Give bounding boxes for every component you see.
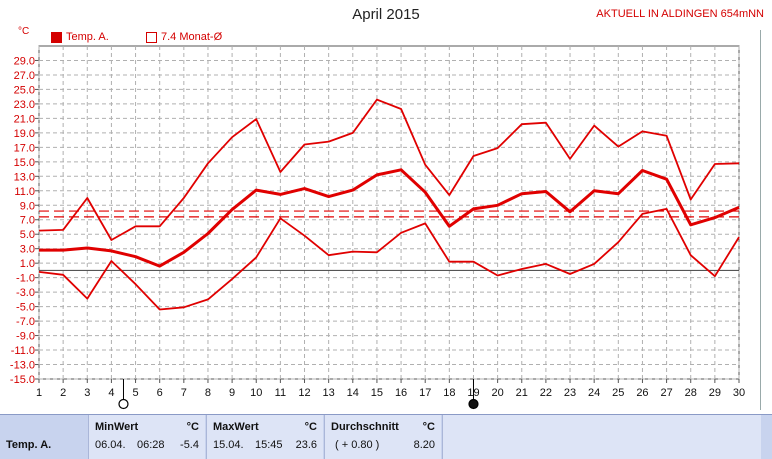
stats-avg-cell: Durchschnitt °C ( + 0.80 ) 8.20	[324, 415, 441, 459]
stats-avg-value: 8.20	[413, 439, 435, 451]
stats-max-cell: MaxWert °C 15.04. 15:45 23.6	[206, 415, 323, 459]
y-tick-label: -11.0	[11, 345, 35, 357]
y-tick-label: 23.0	[14, 99, 35, 111]
y-tick-label: 9.0	[20, 200, 35, 212]
y-tick-label: -9.0	[16, 331, 35, 343]
legend-label-temp: Temp. A.	[66, 31, 109, 43]
x-tick-label: 27	[660, 387, 672, 399]
x-tick-label: 8	[205, 387, 211, 399]
series-line-average	[39, 168, 740, 268]
x-tick-label: 16	[395, 387, 407, 399]
series-line-max	[38, 98, 740, 241]
x-tick-label: 3	[84, 387, 90, 399]
stats-min-value: -5.4	[180, 439, 199, 451]
x-tick-label: 30	[733, 387, 745, 399]
new-moon-icon	[468, 398, 479, 410]
plot-area	[38, 45, 740, 380]
stats-panel: Temp. A. MinWert °C 06.04. 06:28 -5.4 Ma…	[0, 414, 772, 459]
y-tick-label: -3.0	[16, 287, 35, 299]
stats-max-unit: °C	[304, 421, 317, 433]
legend-item-month-avg: 7.4 Monat-Ø	[146, 31, 222, 43]
x-tick-label: 23	[564, 387, 576, 399]
stats-max-time: 15:45	[255, 439, 283, 451]
stats-avg-header: Durchschnitt	[331, 421, 399, 433]
x-tick-label: 18	[443, 387, 455, 399]
x-tick-label: 29	[709, 387, 721, 399]
x-tick-label: 22	[540, 387, 552, 399]
y-tick-label: 7.0	[20, 215, 35, 227]
x-tick-label: 7	[181, 387, 187, 399]
y-tick-label: 1.0	[20, 258, 35, 270]
stats-max-value: 23.6	[295, 439, 317, 451]
legend-item-temp: Temp. A.	[51, 31, 109, 43]
x-tick-label: 17	[419, 387, 431, 399]
stats-min-date: 06.04.	[95, 439, 126, 451]
x-tick-label: 11	[275, 387, 286, 399]
temperature-chart: 29.027.025.023.021.019.017.015.013.011.0…	[10, 45, 745, 410]
y-tick-label: -1.0	[16, 273, 35, 285]
y-tick-label: 3.0	[20, 244, 35, 256]
y-tick-label: 19.0	[14, 128, 35, 140]
chart-title: April 2015	[352, 6, 420, 23]
x-tick-label: 28	[685, 387, 697, 399]
x-tick-label: 26	[636, 387, 648, 399]
x-tick-label: 2	[60, 387, 66, 399]
x-tick-label: 1	[36, 387, 42, 399]
stats-min-unit: °C	[186, 421, 199, 433]
stats-min-time: 06:28	[137, 439, 165, 451]
stats-avg-delta: ( + 0.80 )	[335, 439, 380, 451]
x-tick-label: 4	[108, 387, 114, 399]
series-line-min	[38, 207, 740, 311]
x-tick-label: 20	[491, 387, 503, 399]
x-tick-label: 24	[588, 387, 600, 399]
stats-row-label: Temp. A.	[6, 439, 52, 451]
y-tick-label: 15.0	[14, 157, 35, 169]
y-tick-label: 11.0	[14, 186, 35, 198]
stats-avg-unit: °C	[422, 421, 435, 433]
x-tick-label: 6	[157, 387, 163, 399]
legend-swatch-outline-icon	[146, 31, 157, 43]
location-badge: AKTUELL IN ALDINGEN 654mNN	[596, 8, 764, 20]
y-tick-label: 21.0	[14, 113, 35, 125]
y-tick-label: 29.0	[14, 55, 35, 67]
y-tick-label: 25.0	[14, 84, 35, 96]
legend-label-month-avg: 7.4 Monat-Ø	[161, 31, 223, 43]
y-tick-label: 5.0	[20, 229, 35, 241]
y-tick-label: 13.0	[14, 171, 35, 183]
x-tick-label: 5	[132, 387, 138, 399]
legend-swatch-filled-icon	[51, 31, 62, 43]
stats-empty-cell	[442, 415, 761, 459]
x-tick-label: 9	[229, 387, 235, 399]
y-unit-label: °C	[18, 26, 30, 37]
y-tick-label: 17.0	[14, 142, 35, 154]
y-tick-label: 27.0	[14, 70, 35, 82]
x-tick-label: 12	[298, 387, 310, 399]
x-tick-label: 21	[516, 387, 528, 399]
stats-min-header: MinWert	[95, 421, 139, 433]
y-tick-label: -7.0	[16, 316, 35, 328]
x-tick-label: 10	[250, 387, 262, 399]
y-tick-label: -15.0	[10, 374, 35, 386]
x-tick-label: 13	[323, 387, 335, 399]
full-moon-icon	[118, 398, 129, 410]
y-tick-label: -13.0	[10, 360, 35, 372]
y-tick-label: -5.0	[16, 302, 35, 314]
x-tick-label: 25	[612, 387, 624, 399]
x-tick-label: 14	[347, 387, 359, 399]
side-strip	[760, 30, 772, 410]
stats-min-cell: MinWert °C 06.04. 06:28 -5.4	[88, 415, 205, 459]
x-tick-label: 15	[371, 387, 383, 399]
stats-max-header: MaxWert	[213, 421, 259, 433]
stats-max-date: 15.04.	[213, 439, 244, 451]
